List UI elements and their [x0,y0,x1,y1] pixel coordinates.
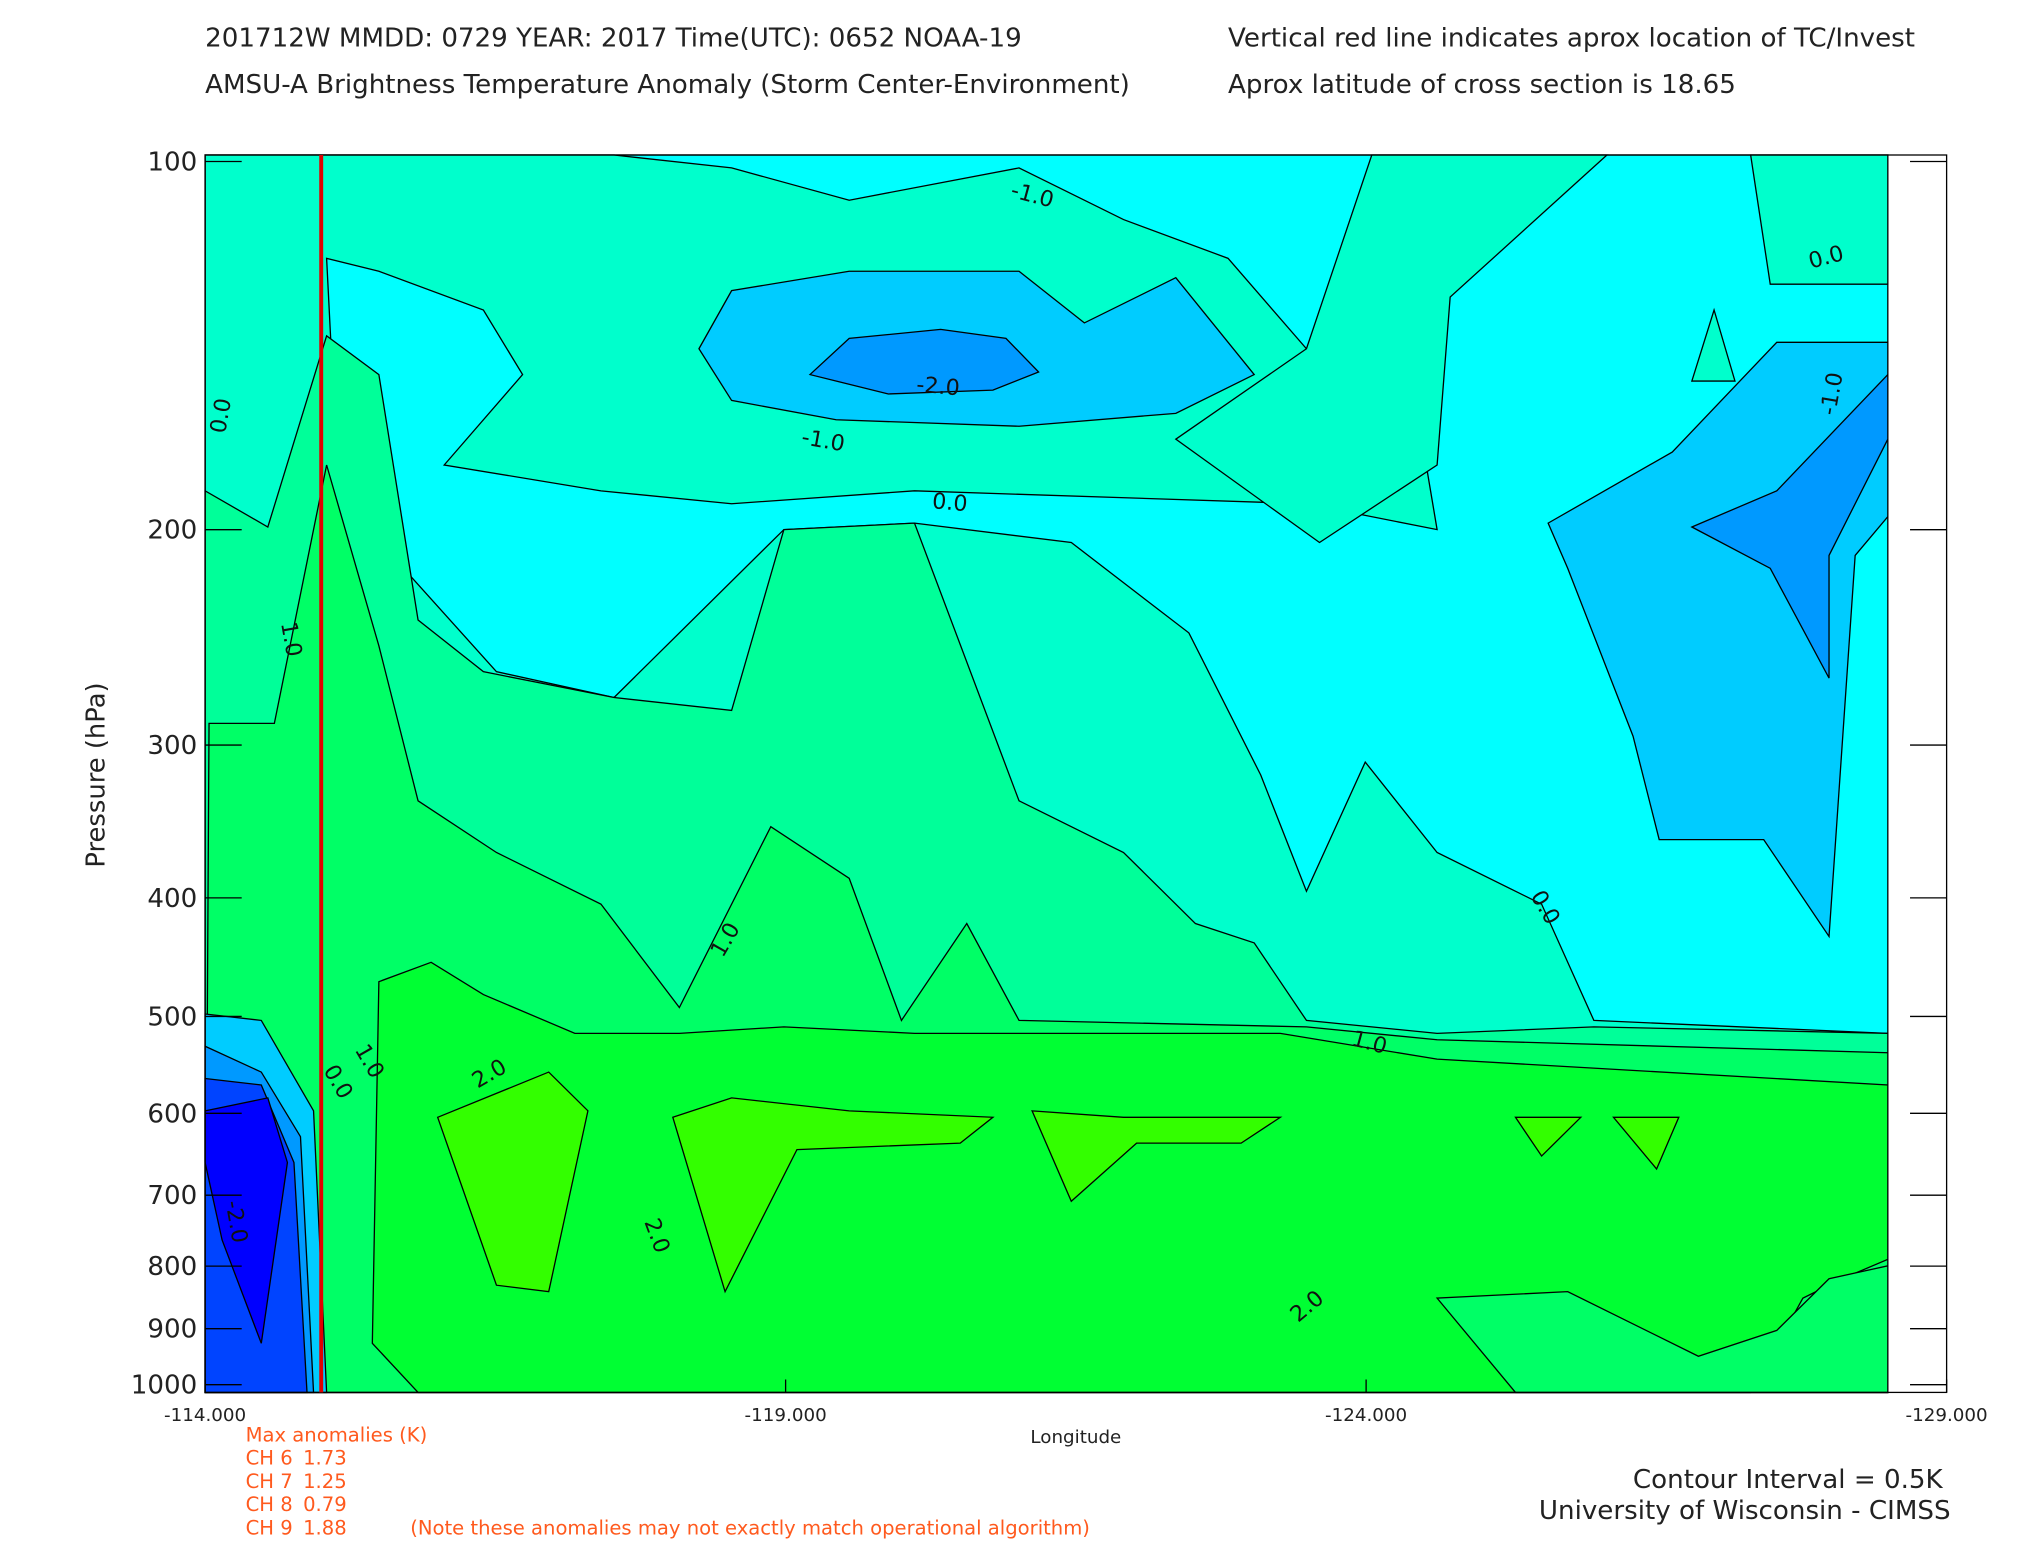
anomaly-value: 1.88 [303,1517,347,1540]
contour-label: 1.0 [275,620,306,659]
y-tick-label: 400 [147,884,197,914]
contour-label: 0.0 [206,396,237,435]
anomaly-channel: CH 8 [246,1493,293,1516]
anomaly-note: (Note these anomalies may not exactly ma… [410,1517,1090,1540]
x-axis-label: Longitude [1030,1427,1121,1448]
credit: University of Wisconsin - CIMSS [1539,1496,1951,1526]
header-line: 201712W MMDD: 0729 YEAR: 2017 Time(UTC):… [205,24,1022,54]
anomaly-value: 1.73 [303,1447,347,1470]
anomaly-title: Max anomalies (K) [246,1424,428,1447]
y-tick-label: 600 [147,1099,197,1129]
y-axis-label: Pressure (hPa) [81,682,111,867]
anomaly-channel: CH 9 [246,1517,293,1540]
x-tick-label: -114.000 [164,1405,246,1426]
anomaly-channel: CH 6 [246,1447,293,1470]
y-tick-label: 1000 [131,1371,197,1401]
contour-interval: Contour Interval = 0.5K [1633,1465,1944,1495]
x-tick-label: -129.000 [1906,1405,1988,1426]
contour-label: -2.0 [915,373,960,401]
contour-field [204,154,1948,1394]
y-tick-label: 800 [147,1252,197,1282]
header-line: AMSU-A Brightness Temperature Anomaly (S… [205,70,1130,100]
y-tick-label: 900 [147,1315,197,1345]
contour-label: 0.0 [931,489,968,517]
x-tick-label: -119.000 [745,1405,827,1426]
y-tick-label: 100 [147,148,197,178]
header-note: Vertical red line indicates aprox locati… [1228,24,1915,54]
header-note: Aprox latitude of cross section is 18.65 [1228,70,1736,100]
y-tick-label: 200 [147,516,197,546]
y-tick-label: 500 [147,1003,197,1033]
y-tick-label: 700 [147,1181,197,1211]
anomaly-value: 1.25 [303,1470,347,1493]
y-tick-label: 300 [147,731,197,761]
anomaly-value: 0.79 [303,1493,347,1516]
x-tick-label: -124.000 [1325,1405,1407,1426]
anomaly-channel: CH 7 [246,1470,293,1493]
